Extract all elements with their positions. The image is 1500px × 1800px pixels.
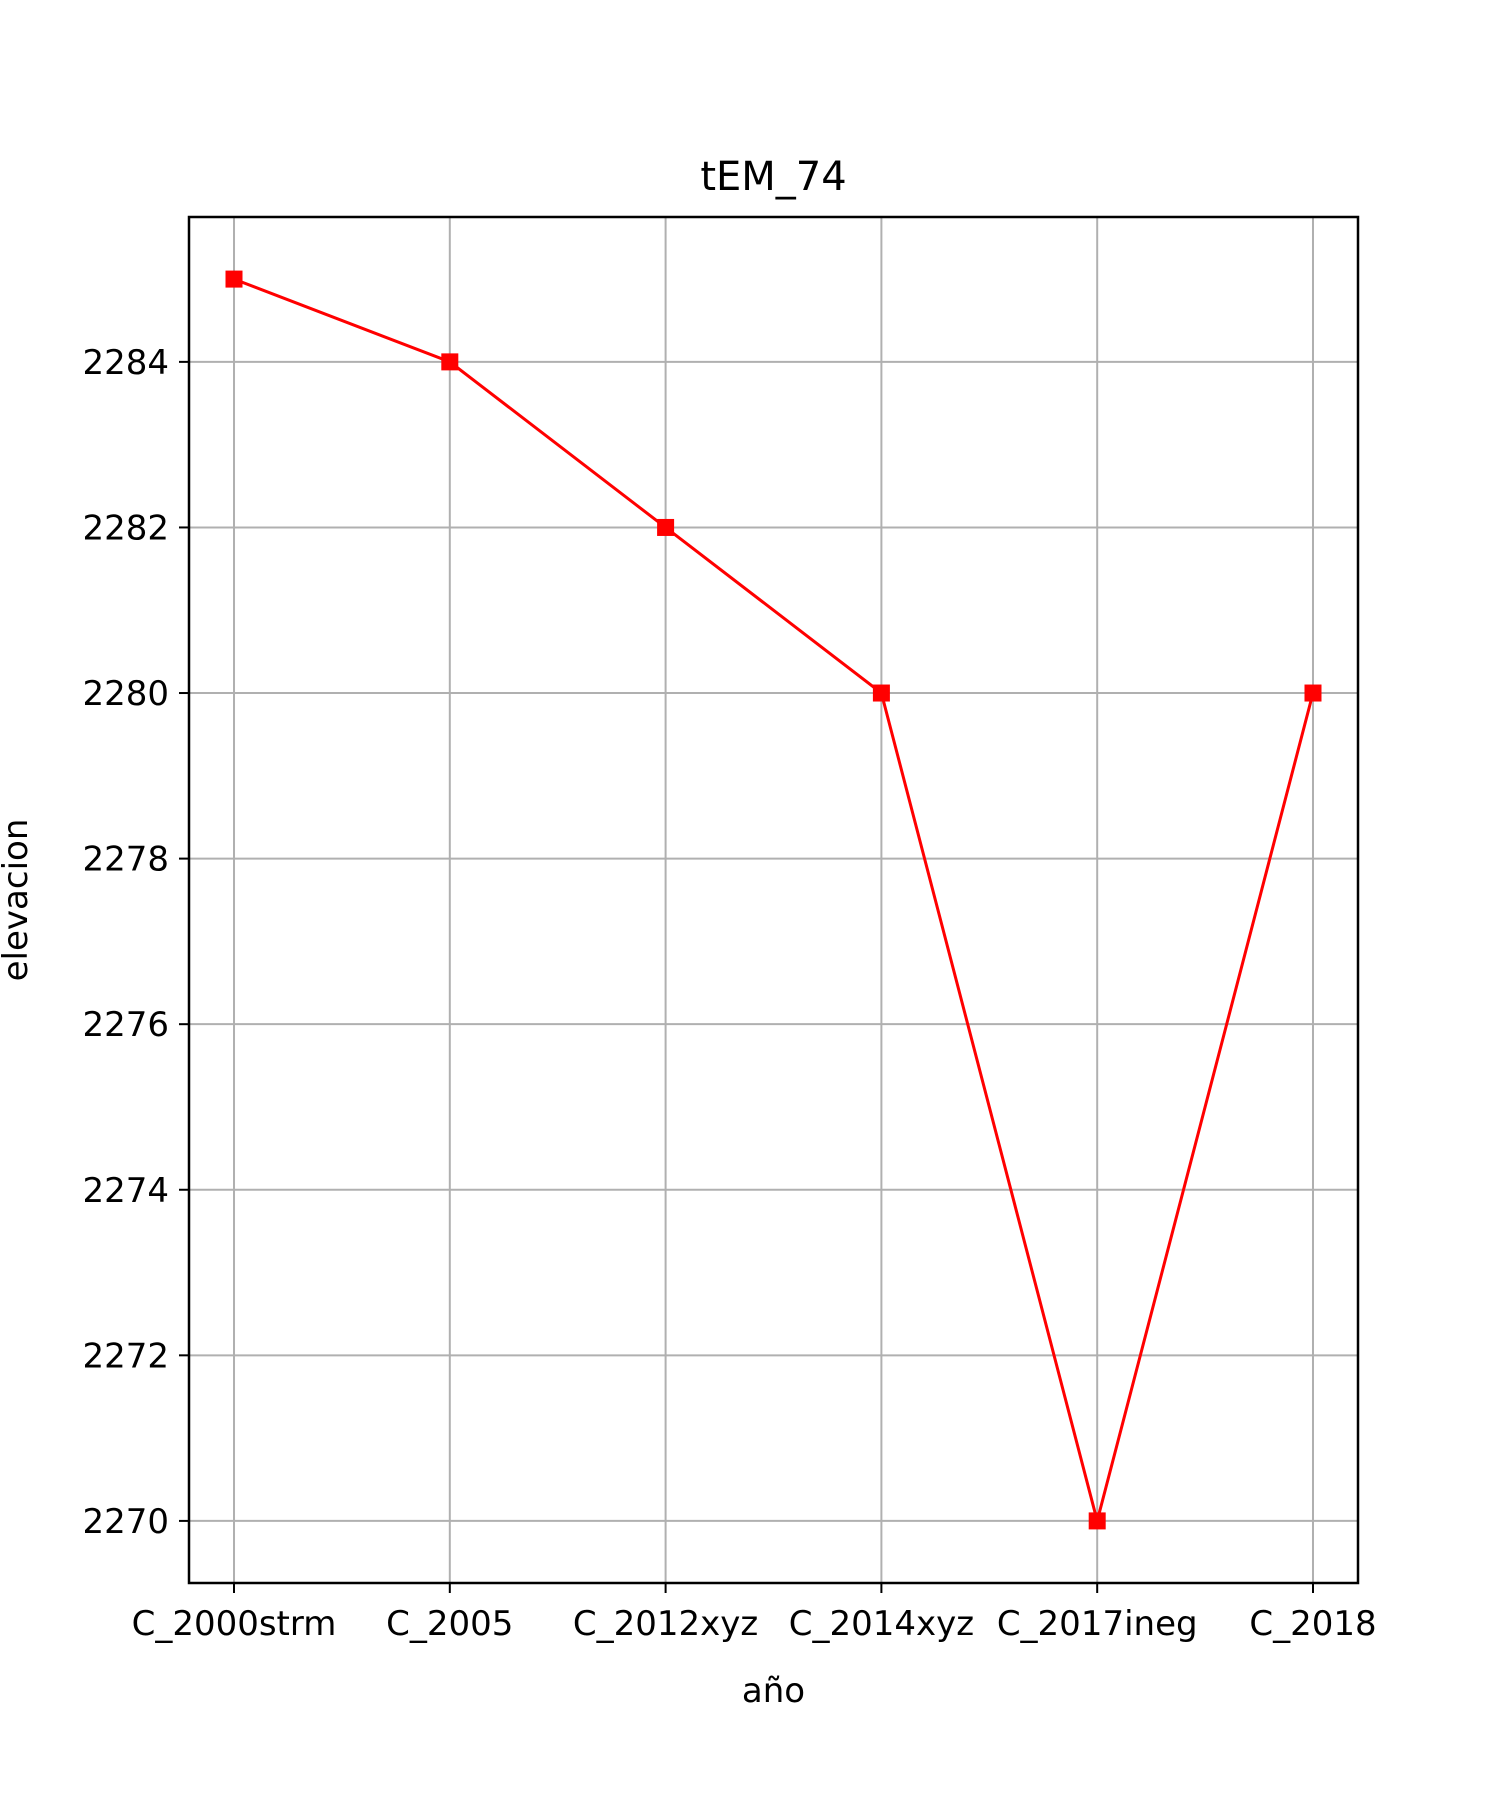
series-line: [233, 277, 1315, 1527]
y-tick-label: 2280: [82, 674, 169, 714]
x-axis-ticks: C_2000strm C_2005 C_2012xyz C_2014xyz C_2017…: [132, 1583, 1377, 1644]
data-point-marker: [1088, 1512, 1106, 1530]
y-tick-label: 2276: [82, 1005, 169, 1045]
y-tick-label: 2270: [82, 1502, 169, 1542]
x-tick-label: C_2018: [1249, 1604, 1376, 1644]
grid-lines: [189, 217, 1358, 1583]
x-tick-label: C_2012xyz: [573, 1604, 758, 1644]
x-tick-label: C_2005: [386, 1604, 513, 1644]
y-axis-ticks: 2270 2272 2274 2276 2278 2280 2282 2284: [82, 343, 189, 1542]
y-tick-label: 2278: [82, 840, 169, 880]
x-tick-label: C_2017ineg: [997, 1604, 1198, 1644]
series-layer: [225, 270, 1322, 1530]
data-point-marker: [657, 518, 675, 536]
y-tick-label: 2284: [82, 343, 169, 383]
y-tick-label: 2274: [82, 1171, 169, 1211]
x-tick-label: C_2000strm: [132, 1604, 337, 1644]
y-axis-label: elevacion: [0, 819, 36, 982]
x-tick-label: C_2014xyz: [789, 1604, 974, 1644]
x-axis-label: año: [742, 1671, 805, 1711]
chart-title: tEM_74: [700, 154, 846, 200]
plot-frame: [187, 215, 1360, 1585]
data-point-marker: [872, 684, 890, 702]
data-point-marker: [1304, 684, 1322, 702]
y-tick-label: 2282: [82, 508, 169, 548]
data-point-marker: [225, 270, 243, 288]
data-point-marker: [441, 353, 459, 371]
y-tick-label: 2272: [82, 1336, 169, 1376]
